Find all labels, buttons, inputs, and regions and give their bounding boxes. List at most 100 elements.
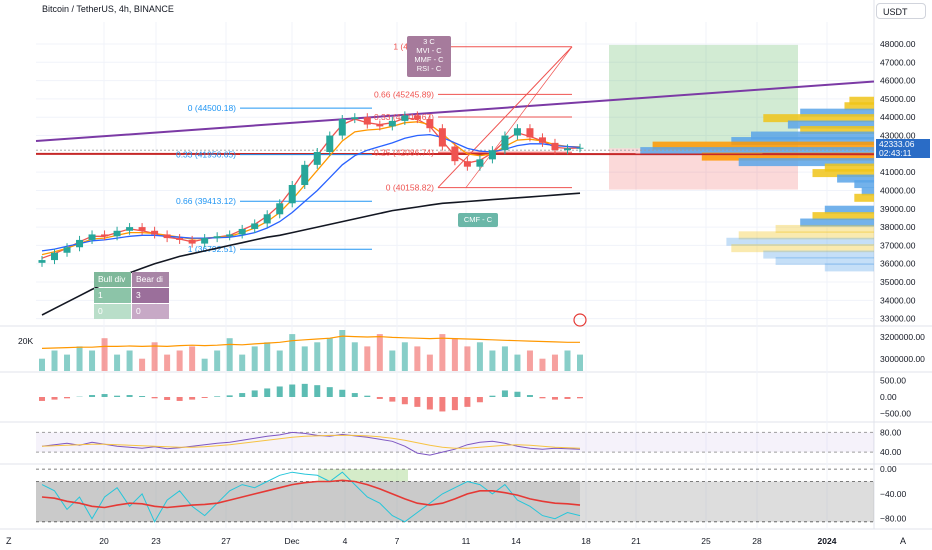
macd-histogram-bar bbox=[476, 397, 483, 403]
macd-histogram-bar bbox=[114, 395, 121, 397]
x-tick-label: Dec bbox=[284, 536, 300, 546]
y-tick-label: 46000.00 bbox=[880, 76, 916, 86]
bear-div-count: 3 bbox=[132, 288, 169, 303]
candle-body bbox=[51, 252, 59, 261]
ema-line-2 bbox=[41, 121, 581, 256]
macd-histogram-bar bbox=[201, 397, 208, 398]
volume-profile-row bbox=[837, 174, 874, 183]
volume-profile-row bbox=[701, 152, 874, 161]
bear-div-count-2: 0 bbox=[132, 304, 169, 319]
candle-body bbox=[576, 147, 584, 149]
macd-histogram-bar bbox=[251, 390, 258, 397]
candle-body bbox=[476, 159, 484, 167]
fib-right-diagonal bbox=[437, 46, 573, 188]
currency-button[interactable]: USDT bbox=[876, 3, 926, 19]
volume-bar bbox=[551, 354, 558, 371]
x-tick-label: 18 bbox=[581, 536, 591, 546]
candle-body bbox=[201, 238, 209, 244]
volume-ma-line bbox=[41, 335, 580, 349]
candle-body bbox=[501, 135, 509, 151]
volume-bar bbox=[264, 342, 271, 371]
rsi-y-tick: 40.00 bbox=[880, 447, 902, 457]
macd-y-tick: −500.00 bbox=[880, 408, 911, 418]
x-tick-label: 11 bbox=[462, 536, 471, 546]
macd-histogram-bar bbox=[176, 397, 183, 401]
y-tick-label: 35000.00 bbox=[880, 277, 916, 287]
macd-y-tick: 0.00 bbox=[880, 392, 897, 402]
volume-bar bbox=[39, 358, 45, 371]
macd-histogram-bar bbox=[514, 391, 521, 397]
volume-profile-row bbox=[731, 244, 874, 253]
volume-bar bbox=[126, 350, 133, 371]
y-tick-label: 45000.00 bbox=[880, 94, 916, 104]
oscillator-slow-line bbox=[41, 479, 581, 509]
oscillator-zone-left bbox=[36, 481, 580, 522]
fib-left-label: 0.33 (41956.65) bbox=[176, 150, 236, 160]
volume-bar bbox=[451, 338, 458, 371]
candle-body bbox=[551, 142, 559, 151]
volume-profile-row bbox=[731, 137, 874, 146]
volume-profile-row bbox=[763, 114, 874, 123]
volume-profile-row bbox=[854, 193, 874, 202]
rsi-band bbox=[36, 432, 874, 453]
volume-bar bbox=[501, 346, 508, 371]
timezone-icon[interactable]: Z bbox=[6, 536, 12, 546]
volume-y-tick: 3200000.00 bbox=[880, 332, 925, 342]
volume-bar bbox=[364, 346, 371, 371]
x-tick-label: 20 bbox=[99, 536, 109, 546]
volume-bar bbox=[376, 334, 383, 371]
candle-body bbox=[226, 234, 234, 237]
y-tick-label: 47000.00 bbox=[880, 57, 916, 67]
candle-body bbox=[163, 234, 171, 239]
signal-badge-top: 3 C MVI - C MMF - C RSI - C bbox=[407, 36, 451, 77]
volume-profile-row bbox=[738, 231, 874, 240]
macd-histogram-bar bbox=[551, 397, 558, 400]
volume-bar bbox=[401, 342, 408, 371]
macd-histogram-bar bbox=[351, 393, 358, 397]
macd-histogram-bar bbox=[464, 397, 471, 407]
rsi-line bbox=[41, 431, 581, 456]
y-tick-label: 33000.00 bbox=[880, 314, 916, 324]
y-tick-label: 34000.00 bbox=[880, 295, 916, 305]
macd-histogram-bar bbox=[326, 387, 333, 397]
volume-bar bbox=[414, 346, 421, 371]
y-tick-label: 37000.00 bbox=[880, 240, 916, 250]
macd-histogram-bar bbox=[264, 388, 271, 397]
x-tick-label: 28 bbox=[752, 536, 762, 546]
candle-body bbox=[438, 128, 446, 147]
x-tick-label: 21 bbox=[631, 536, 641, 546]
volume-profile-row bbox=[824, 163, 874, 172]
chart-title: Bitcoin / TetherUS, 4h, BINANCE bbox=[42, 4, 174, 14]
volume-bar bbox=[189, 346, 196, 371]
volume-bar bbox=[176, 350, 183, 371]
bull-div-count-2: 0 bbox=[94, 304, 131, 319]
volume-scale-label: 20K bbox=[18, 336, 33, 346]
y-tick-label: 48000.00 bbox=[880, 39, 916, 49]
auto-scale-icon[interactable]: A bbox=[900, 536, 907, 546]
macd-histogram-bar bbox=[301, 383, 308, 397]
volume-profile-row bbox=[800, 218, 874, 227]
candle-body bbox=[563, 148, 571, 151]
candle-body bbox=[313, 152, 321, 165]
volume-profile-row bbox=[738, 158, 874, 167]
macd-histogram-bar bbox=[401, 397, 408, 405]
macd-histogram-bar bbox=[89, 395, 96, 397]
fib-right-label: 0 (40158.82) bbox=[386, 183, 434, 193]
ascending-trendline bbox=[35, 80, 875, 143]
macd-histogram-bar bbox=[439, 397, 446, 412]
volume-bar bbox=[514, 354, 521, 371]
candle-body bbox=[388, 120, 396, 127]
y-tick-label: 40000.00 bbox=[880, 185, 916, 195]
macd-histogram-bar bbox=[214, 396, 221, 397]
candle-body bbox=[426, 119, 434, 129]
volume-profile-row bbox=[812, 169, 874, 178]
volume-bar bbox=[426, 354, 433, 371]
candle-body bbox=[488, 150, 496, 160]
candle-body bbox=[38, 260, 46, 263]
candle-body bbox=[463, 161, 471, 167]
volume-bar bbox=[389, 350, 396, 371]
volume-profile-row bbox=[751, 131, 874, 140]
badge-line-4: RSI - C bbox=[416, 64, 442, 73]
cmf-signal-badge: CMF - C bbox=[458, 213, 498, 227]
